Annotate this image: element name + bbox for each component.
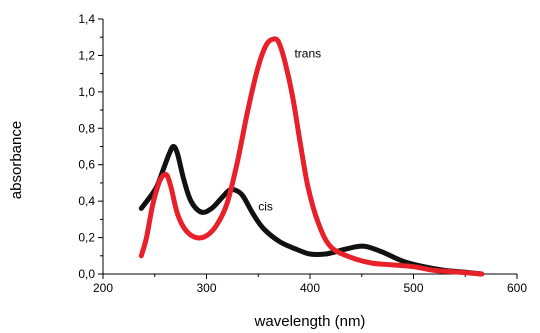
x-axis-title: wavelength (nm) [254, 313, 366, 330]
annotation-label: cis [258, 199, 273, 213]
series-line-trans [138, 36, 485, 277]
y-tick-label: 1,2 [78, 48, 95, 62]
series-line-cis [138, 144, 485, 277]
y-tick-label: 0,2 [78, 231, 95, 245]
y-tick-label: 1,4 [78, 12, 95, 26]
annotations: trans cis [258, 46, 321, 213]
x-tick-label: 200 [93, 281, 113, 295]
x-tick-label: 400 [300, 281, 320, 295]
y-axis-title-text: absorbance [8, 121, 25, 199]
y-axis-title: absorbance [8, 121, 25, 199]
y-tick-label: 0,8 [78, 121, 95, 135]
annotation-label: trans [294, 46, 321, 60]
x-tick-label: 600 [507, 281, 527, 295]
y-tick-label: 0,6 [78, 158, 95, 172]
series-lines [138, 36, 485, 277]
y-tick-label: 0,4 [78, 194, 95, 208]
y-tick-label: 0,0 [78, 267, 95, 281]
ticks: 200 300 400 500 600 0,0 0,2 0,4 0,6 0,8 1,0 1,2 1,4 [78, 12, 527, 295]
x-tick-label: 300 [196, 281, 216, 295]
y-tick-label: 1,0 [78, 85, 95, 99]
x-tick-label: 500 [403, 281, 423, 295]
